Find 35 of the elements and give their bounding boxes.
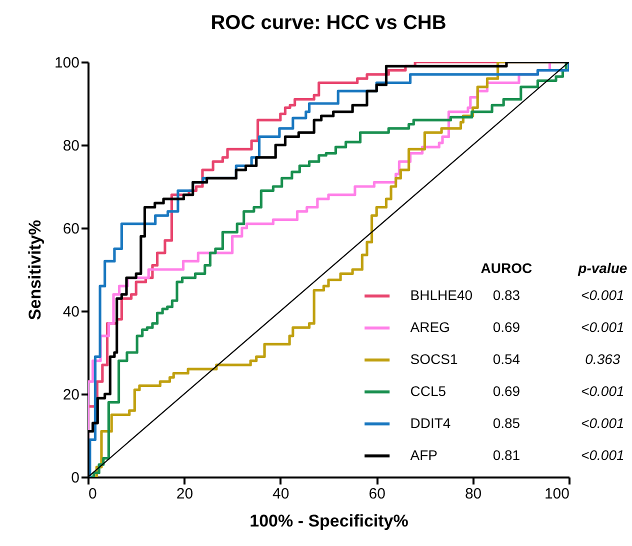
annotation: AUROC (480, 260, 532, 276)
y-tick-label: 40 (62, 304, 80, 320)
text: <0.001 (581, 319, 624, 336)
legend-label: AREG (410, 319, 450, 336)
annotation: 0.83 (492, 287, 520, 304)
legend-label: BHLHE40 (410, 287, 473, 304)
x-tick-label: 60 (368, 486, 386, 502)
chart-title: ROC curve: HCC vs CHB (210, 12, 446, 34)
legend-label: SOCS1 (410, 350, 458, 367)
x-tick-label: 20 (176, 486, 194, 502)
text: 0.363 (585, 350, 620, 367)
y-tick-label: 60 (62, 220, 80, 238)
text: <0.001 (581, 446, 624, 463)
x-tick-label: 100 (544, 486, 570, 502)
legend-label: AFP (410, 446, 438, 463)
x-tick-label: 0 (88, 486, 97, 502)
x-tick-label: 80 (464, 486, 482, 502)
annotation: 0.54 (492, 350, 520, 367)
text: p-value (577, 260, 628, 276)
y-tick-label: 20 (62, 386, 80, 404)
annotation: 0.69 (492, 382, 520, 399)
y-tick-label: 0 (71, 470, 80, 486)
x-axis-title: 100% - Specificity% (250, 512, 408, 530)
y-tick-label: 80 (62, 138, 80, 154)
annotation: 0.85 (492, 414, 520, 431)
x-tick-label: 40 (272, 486, 290, 502)
annotation: 0.69 (492, 319, 520, 336)
legend-label: DDIT4 (410, 414, 451, 431)
text: <0.001 (581, 382, 624, 399)
text: <0.001 (581, 287, 624, 304)
legend-label: CCL5 (410, 382, 446, 399)
y-axis-title: Sensitivity% (25, 220, 44, 320)
y-tick-label: 100 (54, 54, 80, 72)
text: <0.001 (581, 414, 624, 431)
annotation: 0.81 (492, 446, 520, 463)
